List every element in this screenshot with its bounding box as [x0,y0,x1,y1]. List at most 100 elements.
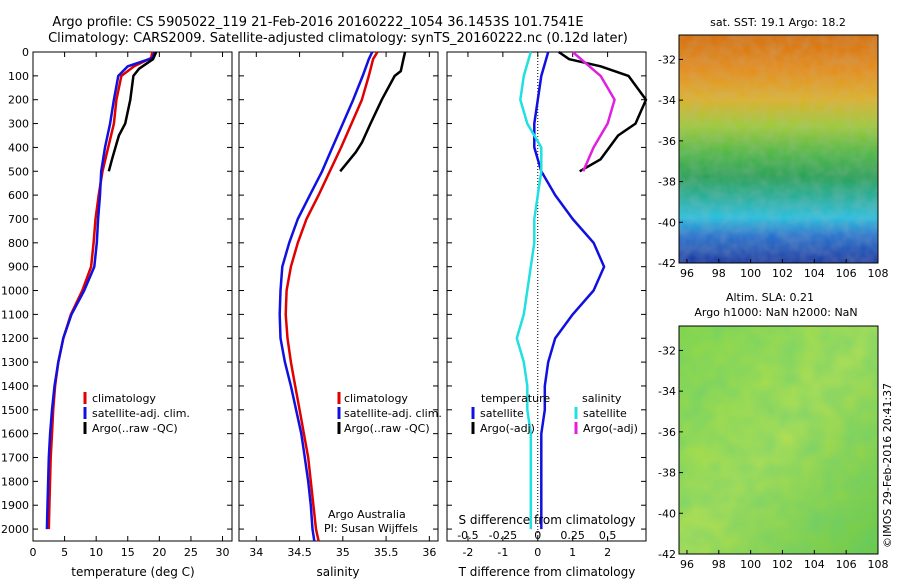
argo-australia-note: Argo Australia [328,508,406,521]
x-tick-label: -1 [497,546,508,559]
map-y-tick-label: -32 [658,344,676,357]
depth-tick-label: 1500 [1,404,29,417]
temperature-legend: climatology satellite-adj. clim. Argo(..… [83,392,190,435]
map-x-tick-label: 96 [680,558,694,571]
depth-axis: 0 100 200 300 400 500 600 700 800 900 1000 1100 1200… [1,46,646,536]
temperature-profiles [45,51,158,530]
depth-tick-label: 1400 [1,380,29,393]
x-tick-label: 20 [152,546,166,559]
legend-climatology: climatology [344,392,408,405]
map-y-tick-label: -38 [658,467,676,480]
map-y-tick-label: -34 [658,385,676,398]
x-tick-label: 0 [30,546,37,559]
x-tick-label: 2 [604,546,611,559]
x-tick-label: 35 [336,546,350,559]
salinity-x-axis: 34 34.5 35 35.5 36 [249,52,436,559]
map-x-tick-label: 104 [804,558,825,571]
legend-argo: Argo(..raw -QC) [344,422,430,435]
s-tick-label: 0.5 [599,529,617,542]
map-y-tick-label: -42 [658,548,676,561]
depth-tick-label: 300 [8,118,29,131]
series-line-satellite-adj-clim- [45,51,157,530]
x-tick-label: 35.5 [374,546,399,559]
sst-map-x-axis: 96 98 100 102 104 106 108 [680,259,889,280]
depth-tick-label: 1100 [1,308,29,321]
x-tick-label: 36 [422,546,436,559]
series-line-climatology [284,51,379,542]
map-x-tick-label: 96 [680,267,694,280]
map-x-tick-label: 106 [836,267,857,280]
series-line-argo-raw-qc- [107,51,158,172]
sst-map-y-axis: -32 -34 -36 -38 -40 -42 [658,53,683,270]
x-tick-label: 34.5 [287,546,312,559]
legend-satellite: satellite-adj. clim. [344,407,442,420]
map-x-tick-label: 100 [740,267,761,280]
temperature-x-axis: 0 5 10 15 20 25 30 [30,52,230,559]
sla-map-y-axis: -32 -34 -36 -38 -40 -42 [658,344,683,561]
depth-tick-label: 700 [8,213,29,226]
depth-tick-label: 1800 [1,475,29,488]
depth-tick-label: 1600 [1,428,29,441]
salinity-profiles [278,51,407,542]
pi-note: PI: Susan Wijffels [324,522,418,535]
depth-tick-label: 1300 [1,356,29,369]
figure-title-line1: Argo profile: CS 5905022_119 21-Feb-2016… [52,15,583,30]
figure-title-line2: Climatology: CARS2009. Satellite-adjuste… [48,31,628,46]
depth-tick-label: 100 [8,70,29,83]
map-x-tick-label: 100 [740,558,761,571]
sla-map-frame [678,325,879,555]
map-y-tick-label: -32 [658,53,676,66]
map-y-tick-label: -34 [658,94,676,107]
map-x-tick-label: 106 [836,558,857,571]
series-line-satellite-adj-clim- [278,51,374,542]
legend-temp-satellite: satellite [480,407,524,420]
sla-map-texture [679,326,878,554]
map-y-tick-label: -38 [658,176,676,189]
depth-tick-label: 600 [8,189,29,202]
legend-temp-argo: Argo(-adj) [480,422,535,435]
x-tick-label: 10 [89,546,103,559]
x-tick-label: 15 [121,546,135,559]
sst-map-texture [679,35,878,263]
series-line-salinity-argo-adj- [571,51,616,172]
s-tick-label: -0.25 [489,529,517,542]
salinity-legend: climatology satellite-adj. clim. Argo(..… [324,392,442,535]
map-x-tick-label: 102 [772,267,793,280]
series-line-climatology [47,51,154,530]
salinity-xlabel: salinity [316,565,359,579]
map-x-tick-label: 104 [804,267,825,280]
x-tick-label: -2 [462,546,473,559]
depth-tick-label: 1900 [1,499,29,512]
map-x-tick-label: 108 [868,558,889,571]
s-difference-label: S difference from climatology [459,513,636,527]
depth-tick-label: 400 [8,141,29,154]
s-tick-label: 0 [534,529,541,542]
series-line-temperature-satellite [533,51,606,530]
sst-map-title: sat. SST: 19.1 Argo: 18.2 [710,16,846,29]
sla-map-title-line1: Altim. SLA: 0.21 [726,291,814,304]
s-difference-ticks: -0.5 -0.25 0 0.25 0.5 [457,529,616,542]
x-tick-label: 1 [569,546,576,559]
legend-salinity-title: salinity [582,392,622,405]
legend-argo: Argo(..raw -QC) [92,422,178,435]
difference-legend: temperature salinity satellite Argo(-adj… [471,392,638,435]
map-x-tick-label: 98 [712,267,726,280]
legend-sal-argo: Argo(-adj) [583,422,638,435]
difference-xlabel: T difference from climatology [458,565,636,579]
temperature-panel-frame [32,51,233,542]
difference-x-axis: -2 -1 0 1 2 [462,52,611,559]
map-y-tick-label: -42 [658,257,676,270]
s-tick-label: -0.5 [457,529,478,542]
legend-temperature-title: temperature [481,392,550,405]
depth-tick-label: 1200 [1,332,29,345]
x-tick-label: 0 [534,546,541,559]
map-x-tick-label: 102 [772,558,793,571]
map-x-tick-label: 108 [868,267,889,280]
map-x-tick-label: 98 [712,558,726,571]
depth-tick-label: 200 [8,94,29,107]
s-tick-label: 0.25 [560,529,585,542]
x-tick-label: 30 [216,546,230,559]
legend-sal-satellite: satellite [583,407,627,420]
difference-panel-frame [446,51,647,542]
